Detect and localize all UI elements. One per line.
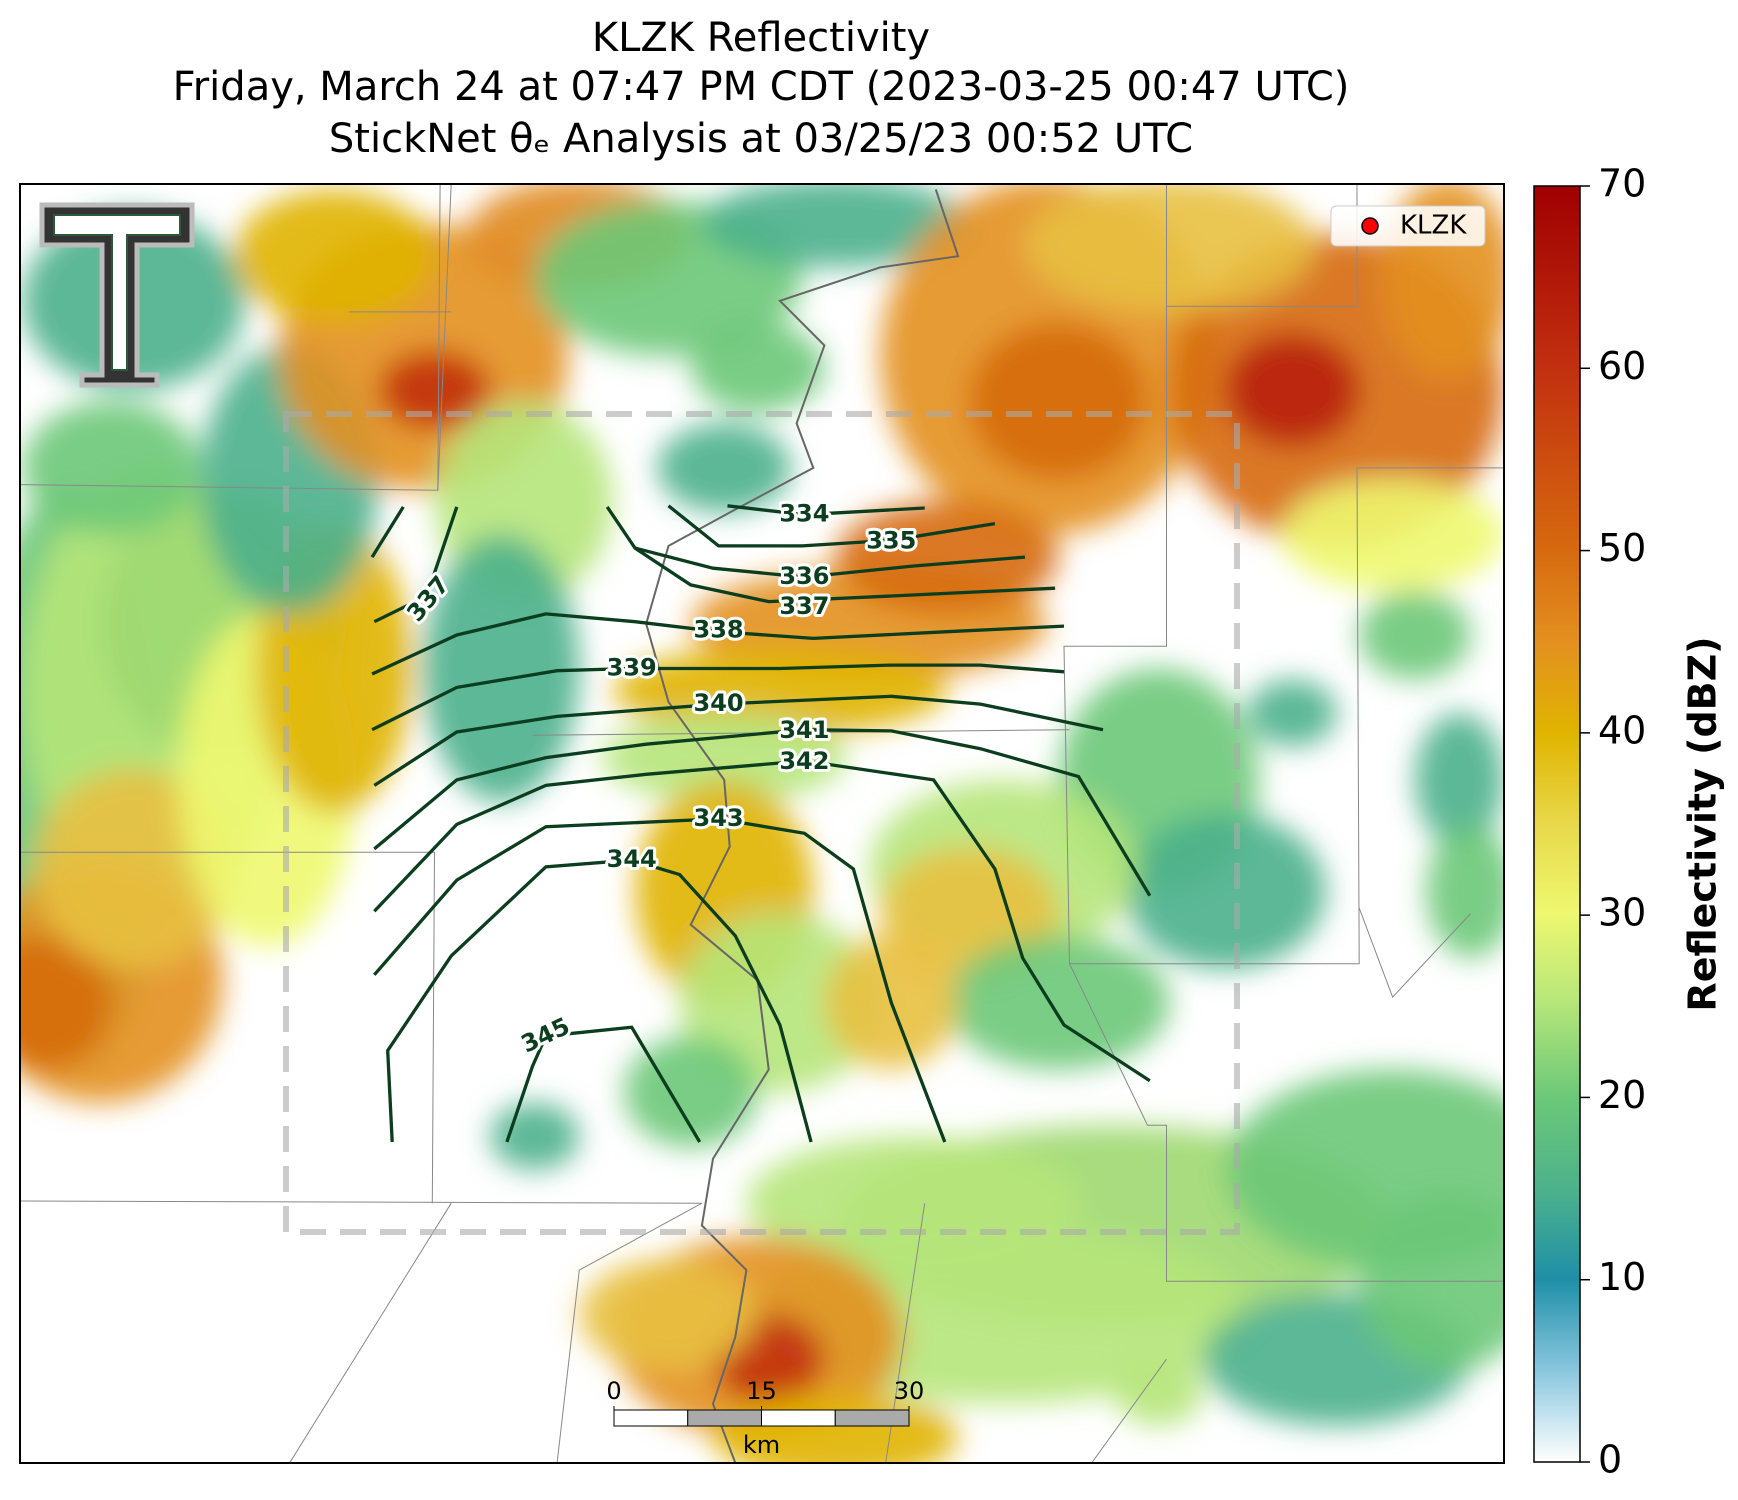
scale-segment	[687, 1409, 762, 1427]
county-line	[1358, 907, 1471, 999]
colorbar-tick-label: 40	[1598, 708, 1646, 752]
scale-segment	[761, 1409, 836, 1427]
scale-segment	[613, 1409, 689, 1427]
title-line: KLZK Reflectivity	[592, 15, 930, 61]
scale-tick-label: 0	[606, 1377, 621, 1405]
contour-label: 336	[779, 562, 829, 590]
contour-line	[370, 506, 405, 558]
contour-label: 340	[694, 689, 744, 717]
county-line	[1069, 963, 1504, 1282]
title-line: Friday, March 24 at 07:47 PM CDT (2023-0…	[173, 64, 1350, 110]
contour-label: 338	[694, 616, 744, 644]
echo	[1414, 713, 1504, 847]
scale-tick-label: 30	[894, 1377, 925, 1405]
contour-label: 335	[866, 526, 916, 554]
contour-line	[373, 728, 1152, 897]
echo	[1125, 813, 1326, 970]
legend-label: KLZK	[1400, 211, 1467, 241]
contour-line	[373, 759, 1151, 1083]
colorbar-tick-label: 20	[1598, 1073, 1646, 1117]
echo	[233, 189, 435, 324]
county-line	[532, 729, 1070, 736]
county-line	[437, 184, 441, 491]
county-line	[289, 1202, 452, 1463]
contour-line	[386, 858, 813, 1143]
echo	[1247, 679, 1337, 747]
legend-marker	[1361, 217, 1379, 235]
contour-line	[605, 505, 1026, 579]
colorbar-tick-label: 30	[1598, 891, 1646, 935]
county-line	[1091, 1358, 1167, 1463]
contour-line	[505, 1025, 702, 1143]
contour-line	[634, 546, 1056, 604]
echo	[1359, 590, 1471, 680]
logo	[39, 202, 195, 388]
echo	[20, 935, 112, 1070]
echo	[1225, 334, 1360, 446]
title-line: StickNet θₑ Analysis at 03/25/23 00:52 U…	[329, 116, 1193, 162]
echo	[1025, 184, 1315, 312]
colorbar-tick-label: 0	[1598, 1438, 1622, 1482]
echo	[1114, 1359, 1204, 1427]
echo	[657, 423, 792, 513]
colorbar-tick-label: 70	[1598, 162, 1646, 206]
scale-bar: 0 15 30 km	[606, 1377, 924, 1459]
contour-line	[727, 504, 925, 517]
legend: KLZK	[1330, 205, 1486, 247]
echo	[490, 1102, 580, 1170]
echo	[1281, 479, 1504, 591]
colorbar-label: Reflectivity (dBZ)	[1681, 636, 1725, 1011]
echo	[946, 935, 1170, 1070]
echo	[623, 1036, 758, 1148]
echo	[835, 501, 1059, 613]
colorbar	[1533, 185, 1581, 1463]
colorbar-ticks: 0 10 20 30 40 50 60 70	[1580, 162, 1646, 1482]
contour-label: 339	[607, 653, 657, 681]
echo	[22, 401, 201, 535]
echo	[690, 323, 825, 413]
county-line	[20, 851, 436, 1204]
contour-line	[373, 506, 459, 624]
contour-label: 334	[779, 500, 829, 528]
echo	[969, 323, 1148, 480]
colorbar-tick-label: 10	[1598, 1255, 1646, 1299]
contour-label: 344	[607, 845, 657, 873]
echo	[601, 713, 847, 803]
echo	[423, 534, 580, 803]
contour-line	[371, 663, 1065, 732]
colorbar-tick-label: 50	[1598, 526, 1646, 570]
contour-line	[371, 612, 1065, 676]
analysis-domain	[283, 411, 1240, 1235]
scale-unit: km	[743, 1431, 780, 1459]
contour-line	[373, 817, 947, 1143]
contour-line	[373, 694, 1104, 787]
echo	[1426, 824, 1504, 959]
echo	[701, 184, 970, 268]
contour-label: 343	[694, 804, 744, 832]
scale-segment	[834, 1409, 910, 1427]
colorbar-tick-label: 60	[1598, 344, 1646, 388]
contour-line	[667, 504, 996, 548]
county-line	[20, 1200, 702, 1204]
map-frame	[19, 183, 1505, 1464]
contour-label: 337	[779, 592, 829, 620]
contour-label: 342	[779, 747, 829, 775]
county-line	[556, 1202, 703, 1463]
contour-label: 341	[779, 716, 829, 744]
echo	[378, 350, 491, 429]
scale-tick-label: 15	[746, 1377, 777, 1405]
legend-box	[1330, 205, 1486, 247]
echo	[579, 1258, 758, 1371]
